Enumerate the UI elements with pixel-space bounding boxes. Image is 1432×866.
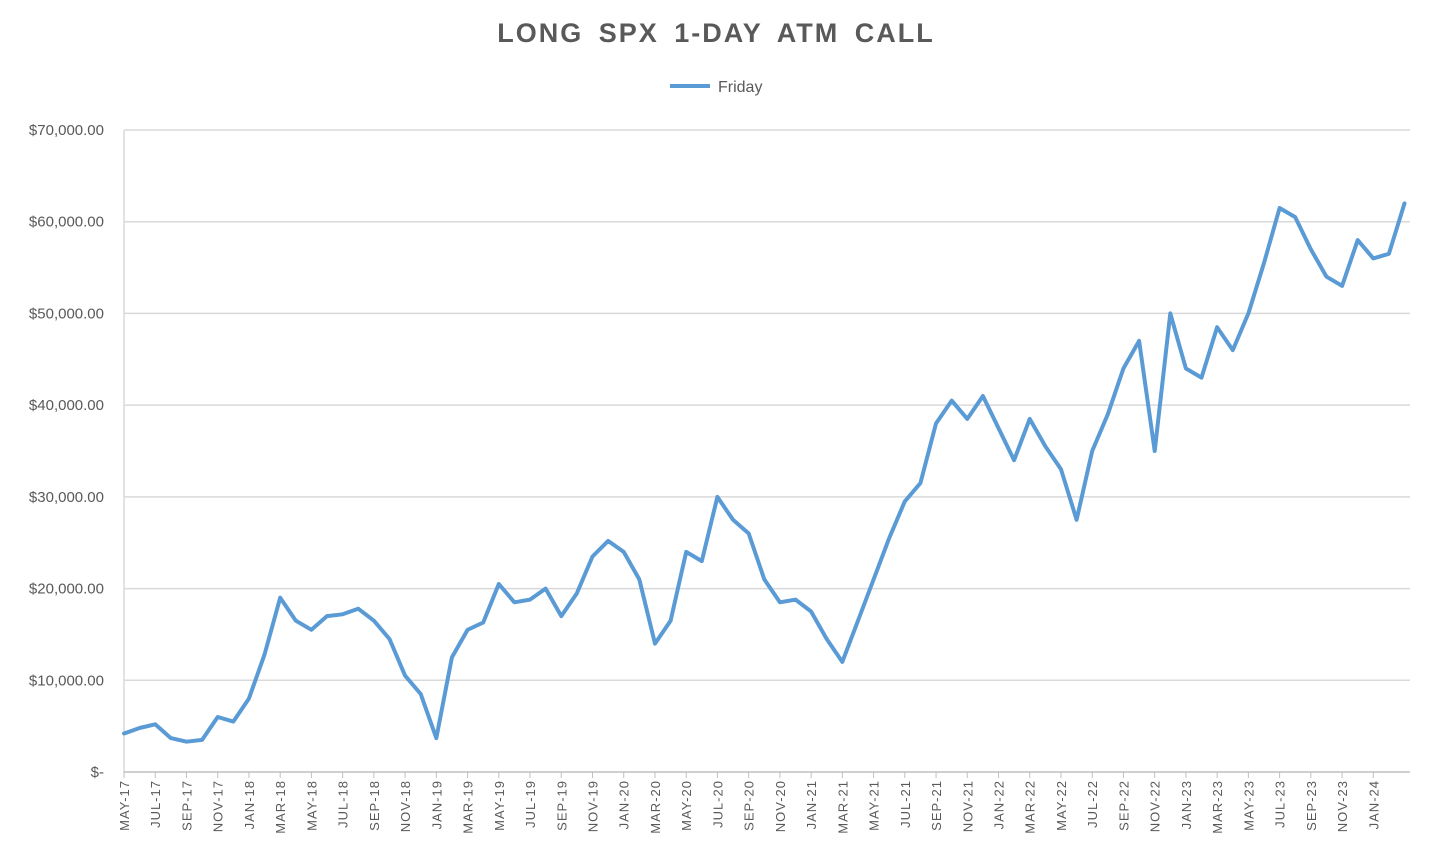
x-tick-label: SEP-21 [929,780,944,831]
y-tick-label: $70,000.00 [29,122,104,139]
x-tick-label: NOV-18 [398,780,413,832]
y-tick-label: $60,000.00 [29,214,104,231]
x-tick-label: JUL-20 [710,780,725,828]
x-tick-label: JAN-21 [804,780,819,829]
chart-legend: Friday [0,79,1432,97]
x-tick-label: SEP-19 [554,780,569,831]
x-tick-label: MAR-19 [461,780,476,834]
x-tick-label: JUL-17 [148,780,163,828]
legend-swatch [669,83,710,88]
x-tick-label: MAY-22 [1054,780,1069,831]
x-tick-label: JAN-19 [429,780,444,829]
x-tick-label: JUL-23 [1273,780,1288,828]
x-axis-ticks: MAY-17 JUL-17 SEP-17 NOV-17 JAN-18 MAR-18 MAY-… [117,772,1381,834]
x-tick-label: JAN-20 [617,780,632,829]
y-tick-label: $20,000.00 [29,581,104,598]
x-tick-label: JUL-19 [523,780,538,828]
x-tick-label: JUL-21 [898,780,913,828]
x-tick-label: NOV-23 [1335,780,1350,832]
x-tick-label: JAN-24 [1366,780,1381,829]
x-tick-label: MAY-17 [117,780,132,831]
x-tick-label: MAY-20 [679,780,694,831]
x-tick-label: JAN-18 [242,780,257,829]
x-tick-label: SEP-17 [179,780,194,831]
y-tick-label: $10,000.00 [29,672,104,689]
x-tick-label: JAN-23 [1179,780,1194,829]
x-tick-label: JUL-18 [336,780,351,828]
gridlines [123,129,1410,773]
legend-label-friday: Friday [718,79,763,96]
y-tick-label: $30,000.00 [29,489,104,506]
x-tick-label: NOV-17 [211,780,226,832]
x-tick-label: NOV-20 [773,780,788,832]
x-tick-label: MAY-19 [492,780,507,831]
y-tick-label: $50,000.00 [29,305,104,322]
x-tick-label: SEP-23 [1304,780,1319,831]
y-tick-label: $40,000.00 [29,397,104,414]
x-tick-label: JUL-22 [1085,780,1100,828]
series-line-friday [122,201,1407,744]
x-tick-label: MAR-23 [1210,780,1225,834]
x-tick-label: NOV-22 [1148,780,1163,832]
x-tick-label: MAR-22 [1023,780,1038,834]
x-tick-label: MAR-18 [273,780,288,834]
x-tick-label: MAY-18 [304,780,319,831]
x-tick-label: MAR-21 [835,780,850,834]
x-tick-label: NOV-19 [585,780,600,832]
x-tick-label: SEP-18 [367,780,382,831]
x-tick-label: MAY-23 [1241,780,1256,831]
x-tick-label: SEP-20 [742,780,757,831]
series-group [122,201,1407,744]
x-tick-label: NOV-21 [960,780,975,832]
x-tick-label: MAR-20 [648,780,663,834]
y-tick-label: $- [91,764,104,781]
y-axis-ticks: $- $10,000.00 $20,000.00 $30,000.00 $40,000.… [29,122,104,781]
x-tick-label: JAN-22 [992,780,1007,829]
chart-title: LONG SPX 1-DAY ATM CALL [497,18,935,48]
x-tick-label: MAY-21 [867,780,882,831]
x-tick-label: SEP-22 [1116,780,1131,831]
